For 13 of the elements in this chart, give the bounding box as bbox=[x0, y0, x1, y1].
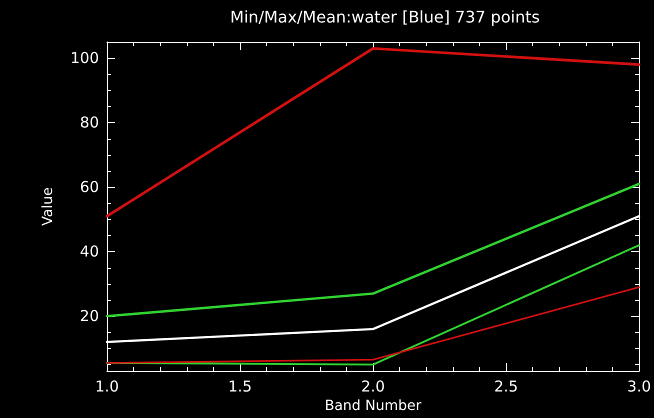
y-tick-label: 20 bbox=[80, 307, 99, 326]
x-tick-label: 1.0 bbox=[95, 378, 119, 396]
x-tick-label: 1.5 bbox=[228, 378, 252, 396]
y-tick-label: 80 bbox=[80, 114, 99, 132]
x-tick-label: 2.0 bbox=[361, 378, 385, 396]
x-tick-label: 2.5 bbox=[494, 378, 518, 396]
y-axis-title: Value bbox=[40, 187, 56, 226]
y-tick-label: 40 bbox=[80, 242, 99, 261]
x-tick-label: 3.0 bbox=[627, 378, 651, 396]
x-axis-title: Band Number bbox=[324, 398, 422, 414]
y-tick-label: 100 bbox=[70, 49, 99, 68]
y-tick-label: 60 bbox=[80, 178, 99, 196]
chart-title: Min/Max/Mean:water [Blue] 737 points bbox=[230, 8, 540, 26]
